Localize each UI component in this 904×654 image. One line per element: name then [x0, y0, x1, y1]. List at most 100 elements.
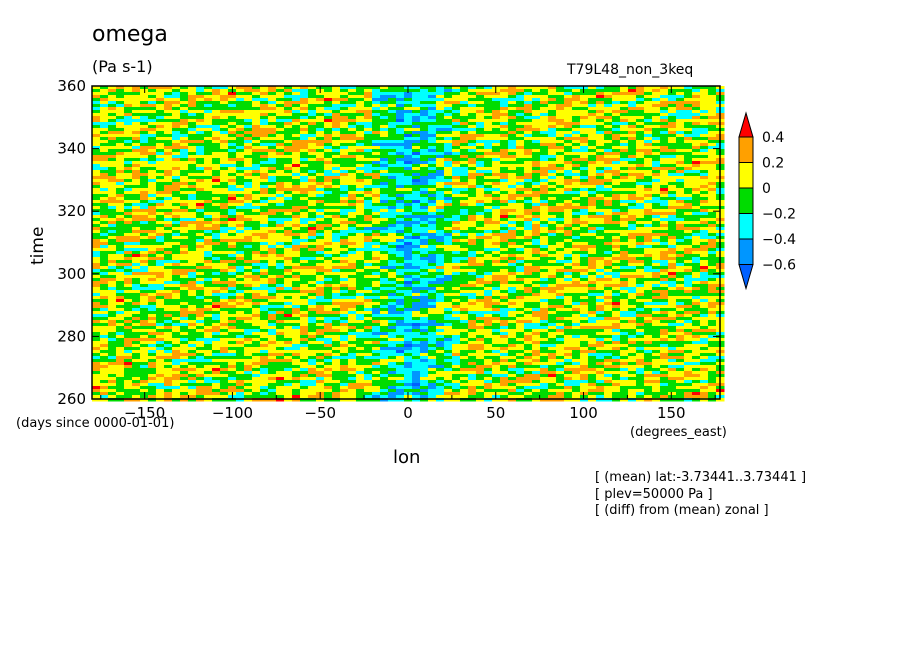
heatmap-cell [444, 215, 453, 219]
heatmap-cell [540, 161, 549, 165]
heatmap-cell [516, 236, 525, 240]
heatmap-cell [268, 224, 277, 228]
heatmap-cell [172, 215, 181, 219]
heatmap-cell [252, 257, 261, 261]
heatmap-cell [508, 200, 517, 204]
heatmap-cell [404, 137, 413, 141]
heatmap-cell [188, 119, 197, 123]
heatmap-cell [660, 185, 669, 189]
heatmap-cell [420, 272, 429, 276]
heatmap-cell [684, 143, 693, 147]
heatmap-cell [348, 227, 357, 231]
heatmap-cell [556, 209, 565, 213]
heatmap-cell [588, 236, 597, 240]
heatmap-cell [116, 248, 125, 252]
heatmap-cell [388, 131, 397, 135]
heatmap-cell [644, 194, 653, 198]
heatmap-cell [524, 137, 533, 141]
heatmap-cell [212, 140, 221, 144]
heatmap-cell [500, 158, 509, 162]
heatmap-cell [164, 209, 173, 213]
heatmap-cell [252, 218, 261, 222]
heatmap-cell [692, 95, 701, 99]
heatmap-cell [228, 179, 237, 183]
heatmap-cell [428, 149, 437, 153]
heatmap-cell [484, 209, 493, 213]
heatmap-cell [628, 242, 637, 246]
heatmap-cell [196, 248, 205, 252]
heatmap-cell [316, 119, 325, 123]
heatmap-cell [148, 137, 157, 141]
heatmap-cell [372, 251, 381, 255]
heatmap-cell [452, 254, 461, 258]
heatmap-cell [420, 119, 429, 123]
heatmap-cell [180, 242, 189, 246]
heatmap-cell [404, 146, 413, 150]
heatmap-cell [364, 221, 373, 225]
heatmap-cell [276, 266, 285, 270]
heatmap-cell [236, 149, 245, 153]
heatmap-cell [412, 155, 421, 159]
heatmap-cell [244, 116, 253, 120]
heatmap-cell [364, 266, 373, 270]
heatmap-cell [380, 110, 389, 114]
heatmap-cell [108, 137, 117, 141]
heatmap-cell [612, 215, 621, 219]
heatmap-cell [156, 185, 165, 189]
heatmap-cell [396, 176, 405, 180]
heatmap-cell [284, 86, 293, 90]
heatmap-cell [180, 116, 189, 120]
heatmap-cell [92, 263, 101, 267]
heatmap-cell [612, 86, 621, 90]
heatmap-cell [380, 263, 389, 267]
heatmap-cell [332, 164, 341, 168]
heatmap-cell [236, 125, 245, 129]
heatmap-cell [388, 266, 397, 270]
heatmap-cell [116, 206, 125, 210]
heatmap-cell [292, 185, 301, 189]
heatmap-cell [652, 119, 661, 123]
heatmap-cell [172, 131, 181, 135]
heatmap-cell [428, 188, 437, 192]
heatmap-cell [348, 179, 357, 183]
heatmap-cell [164, 110, 173, 114]
heatmap-cell [276, 95, 285, 99]
heatmap-cell [452, 89, 461, 93]
heatmap-cell [548, 197, 557, 201]
heatmap-cell [212, 164, 221, 168]
heatmap-cell [564, 218, 573, 222]
heatmap-cell [684, 164, 693, 168]
heatmap-cell [100, 155, 109, 159]
heatmap-cell [268, 119, 277, 123]
heatmap-cell [124, 146, 133, 150]
heatmap-cell [428, 194, 437, 198]
heatmap-cell [372, 152, 381, 156]
heatmap-cell [508, 131, 517, 135]
heatmap-cell [572, 203, 581, 207]
heatmap-cell [140, 158, 149, 162]
heatmap-cell [596, 212, 605, 216]
heatmap-cell [484, 173, 493, 177]
heatmap-cell [660, 197, 669, 201]
heatmap-cell [244, 89, 253, 93]
heatmap-cell [628, 224, 637, 228]
heatmap-cell [588, 200, 597, 204]
heatmap-cell [92, 221, 101, 225]
heatmap-cell [468, 146, 477, 150]
heatmap-cell [452, 179, 461, 183]
heatmap-cell [556, 158, 565, 162]
heatmap-cell [636, 179, 645, 183]
heatmap-cell [620, 218, 629, 222]
heatmap-cell [236, 131, 245, 135]
heatmap-cell [316, 203, 325, 207]
heatmap-cell [612, 242, 621, 246]
heatmap-cell [92, 266, 101, 270]
heatmap-cell [324, 152, 333, 156]
heatmap-cell [692, 158, 701, 162]
heatmap-cell [572, 260, 581, 264]
heatmap-cell [436, 233, 445, 237]
heatmap-cell [604, 221, 613, 225]
heatmap-cell [316, 140, 325, 144]
heatmap-cell [564, 185, 573, 189]
heatmap-cell [268, 137, 277, 141]
